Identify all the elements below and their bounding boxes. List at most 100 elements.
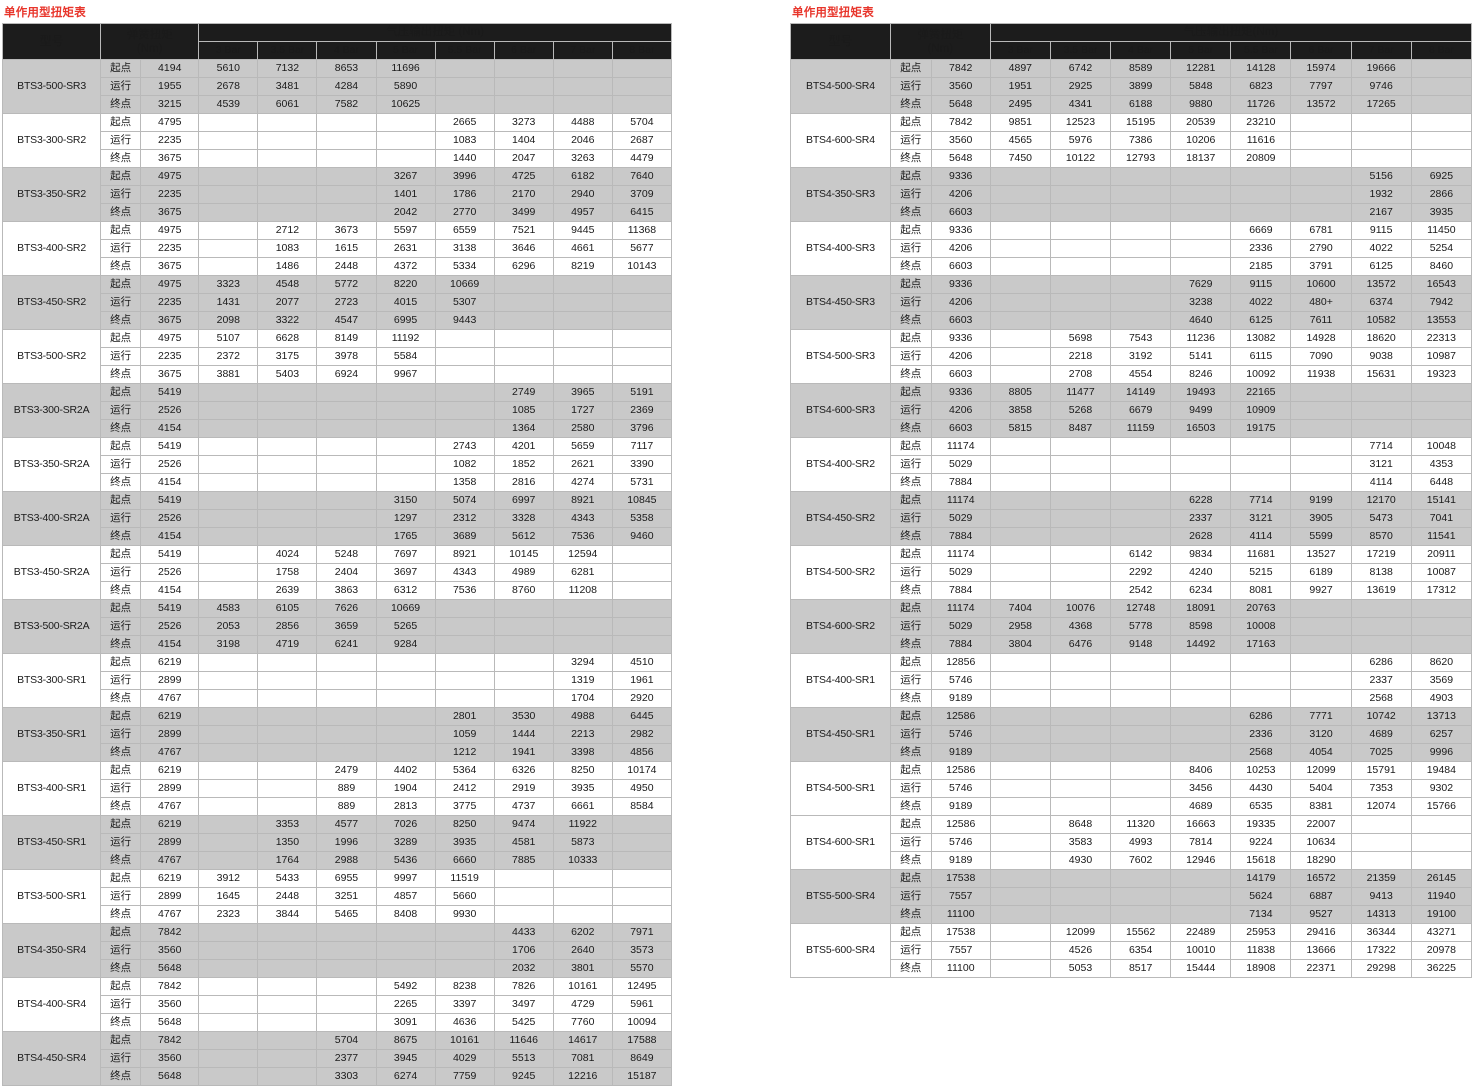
- air-torque-cell: 10987: [1410, 347, 1473, 366]
- model-cell: BTS5-500-SR4: [790, 869, 891, 924]
- table-row: 运行 4206 3238 4022 480+ 6374 7942: [791, 293, 1473, 312]
- header-bar-4: 4 Bar: [316, 41, 377, 60]
- air-torque-cell: [989, 365, 1051, 384]
- air-torque-cell: [989, 257, 1051, 276]
- spring-torque-cell: 9336: [930, 221, 991, 240]
- air-torque-cell: 11450: [1410, 221, 1473, 240]
- air-torque-cell: 9880: [1170, 95, 1232, 114]
- air-torque-cell: [1230, 671, 1292, 690]
- air-torque-cell: 6742: [1049, 59, 1112, 78]
- air-torque-cell: 19323: [1410, 365, 1473, 384]
- air-torque-cell: [434, 599, 495, 618]
- air-torque-cell: 3289: [375, 833, 436, 852]
- model-cell: BTS3-400-SR2: [1, 221, 102, 276]
- air-torque-cell: 1852: [493, 455, 554, 474]
- air-torque-cell: 2621: [552, 455, 613, 474]
- air-torque-cell: [1049, 257, 1112, 276]
- air-torque-cell: 3697: [375, 563, 436, 582]
- air-torque-cell: [198, 815, 259, 834]
- air-torque-cell: 17588: [611, 1031, 673, 1050]
- air-torque-cell: [198, 131, 259, 150]
- air-torque-cell: [989, 311, 1051, 330]
- stage-cell: 终点: [100, 851, 142, 870]
- spring-torque-cell: 9336: [930, 275, 991, 294]
- table-row: 运行 2526 1085 1727 2369: [3, 401, 673, 420]
- air-torque-cell: [434, 653, 495, 672]
- air-torque-cell: [1170, 743, 1232, 762]
- spring-torque-cell: 6219: [140, 761, 200, 780]
- stage-cell: 终点: [889, 689, 932, 708]
- air-torque-cell: [989, 653, 1051, 672]
- spring-torque-cell: 4767: [140, 797, 200, 816]
- air-torque-cell: 8517: [1110, 959, 1172, 978]
- air-torque-cell: 5961: [611, 995, 673, 1014]
- air-torque-cell: [1350, 383, 1412, 402]
- stage-cell: 终点: [100, 689, 142, 708]
- air-torque-cell: 8238: [434, 977, 495, 996]
- table-row: 终点 7884 4114 6448: [791, 473, 1473, 492]
- air-torque-cell: [198, 401, 259, 420]
- air-torque-cell: [989, 887, 1051, 906]
- air-torque-cell: [552, 887, 613, 906]
- air-torque-cell: 2640: [552, 941, 613, 960]
- air-torque-cell: 2337: [1350, 671, 1412, 690]
- air-torque-cell: [434, 59, 495, 78]
- air-torque-cell: 8584: [611, 797, 673, 816]
- air-torque-cell: [198, 995, 259, 1014]
- air-torque-cell: 4547: [316, 311, 377, 330]
- air-torque-cell: 7543: [1110, 329, 1172, 348]
- air-torque-cell: 4368: [1049, 617, 1112, 636]
- table-row: 终点 6603 4640 6125 7611 10582 13553: [791, 311, 1473, 330]
- air-torque-cell: 5513: [493, 1049, 554, 1068]
- air-torque-cell: 4526: [1049, 941, 1112, 960]
- stage-cell: 运行: [100, 293, 142, 312]
- air-torque-cell: 3978: [316, 347, 377, 366]
- air-torque-cell: [1049, 473, 1112, 492]
- air-torque-cell: 21359: [1350, 869, 1412, 888]
- air-torque-cell: [989, 455, 1051, 474]
- air-torque-cell: 7025: [1350, 743, 1412, 762]
- air-torque-cell: 6296: [493, 257, 554, 276]
- air-torque-cell: 2568: [1350, 689, 1412, 708]
- spring-torque-cell: 5419: [140, 491, 200, 510]
- air-torque-cell: 3912: [198, 869, 259, 888]
- table-row: 终点 3675 1486 2448 4372 5334 6296 8219 10143: [3, 257, 673, 276]
- air-torque-cell: [1290, 419, 1352, 438]
- stage-cell: 起点: [100, 599, 142, 618]
- table-row: 运行 2899 889 1904 2412 2919 3935 4950: [3, 779, 673, 798]
- air-torque-cell: 3804: [989, 635, 1051, 654]
- spring-torque-cell: 4206: [930, 293, 991, 312]
- stage-cell: 终点: [100, 95, 142, 114]
- stage-cell: 终点: [889, 743, 932, 762]
- air-torque-cell: 11696: [375, 59, 436, 78]
- spring-torque-cell: 3560: [930, 77, 991, 96]
- air-torque-cell: [1110, 203, 1172, 222]
- stage-cell: 运行: [100, 563, 142, 582]
- air-torque-cell: [989, 761, 1051, 780]
- air-torque-cell: [989, 167, 1051, 186]
- air-torque-cell: 4539: [198, 95, 259, 114]
- spring-torque-cell: 6603: [930, 257, 991, 276]
- model-cell: BTS4-450-SR3: [790, 275, 891, 330]
- air-torque-cell: [316, 185, 377, 204]
- model-cell: BTS3-300-SR1: [1, 653, 102, 708]
- air-torque-cell: [434, 617, 495, 636]
- air-torque-cell: 1904: [375, 779, 436, 798]
- spring-torque-cell: 5419: [140, 545, 200, 564]
- air-torque-cell: 9474: [493, 815, 554, 834]
- air-torque-cell: [989, 905, 1051, 924]
- air-torque-cell: [989, 545, 1051, 564]
- stage-cell: 起点: [100, 221, 142, 240]
- table-row: BTS3-450-SR2A 起点 5419 4024 5248 7697 8921 10145…: [1, 545, 673, 600]
- air-torque-cell: 5659: [552, 437, 613, 456]
- air-torque-cell: [434, 95, 495, 114]
- air-torque-cell: 5570: [611, 959, 673, 978]
- air-torque-cell: 5848: [1170, 77, 1232, 96]
- air-torque-cell: 4029: [434, 1049, 495, 1068]
- air-torque-cell: 9245: [493, 1067, 554, 1086]
- air-torque-cell: 6142: [1110, 545, 1172, 564]
- air-torque-cell: [1350, 815, 1412, 834]
- header-bar-7: 7 Bar: [552, 41, 613, 60]
- air-torque-cell: 7971: [611, 923, 673, 942]
- air-torque-cell: 11320: [1110, 815, 1172, 834]
